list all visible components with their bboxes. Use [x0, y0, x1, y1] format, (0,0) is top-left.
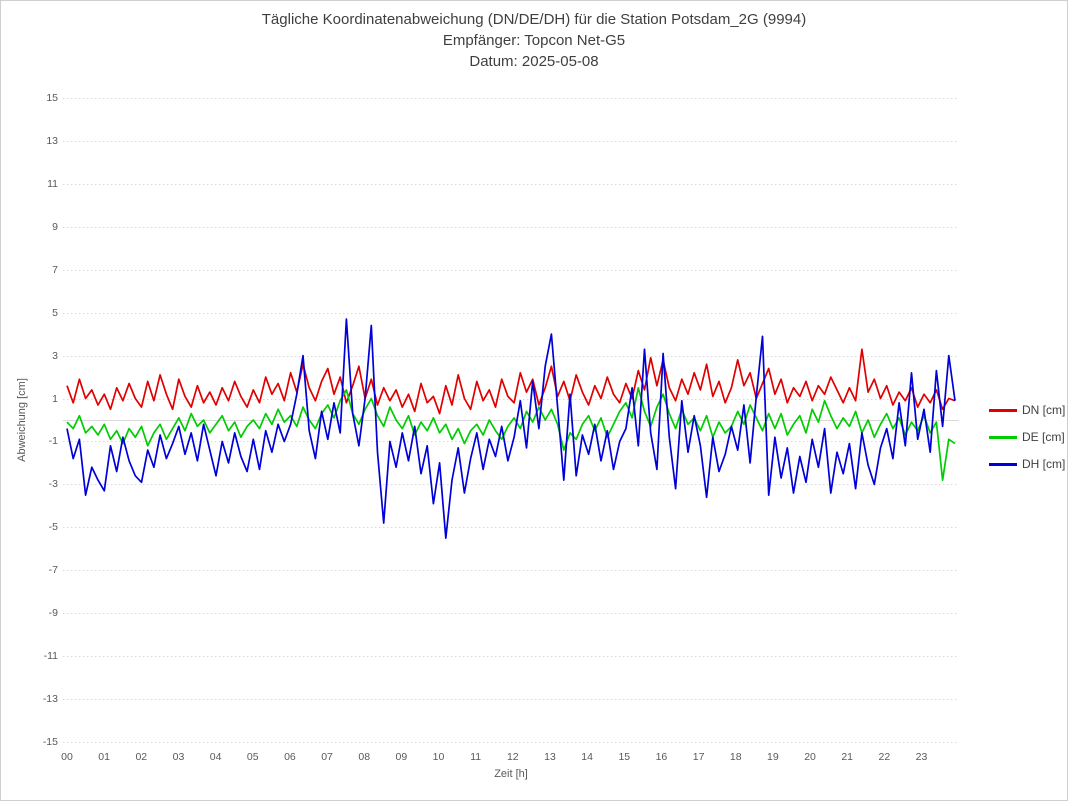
x-tick-label: 06	[284, 751, 296, 763]
y-tick-label: -11	[43, 650, 58, 663]
y-tick-label: -15	[42, 736, 58, 748]
chart-subtitle: Empfänger: Topcon Net-G5	[442, 32, 626, 49]
x-tick-label: 01	[98, 751, 110, 763]
x-tick-label: 16	[655, 751, 668, 763]
x-tick-label: 00	[61, 751, 73, 763]
y-tick-label: -5	[48, 521, 58, 534]
y-tick-label: -1	[48, 435, 58, 448]
x-tick-label: 12	[506, 751, 519, 763]
x-axis-title: Zeit [h]	[494, 768, 528, 780]
y-tick-label: 7	[52, 263, 58, 276]
y-tick-label: 11	[47, 177, 58, 190]
y-axis-title: Abweichung [cm]	[16, 378, 28, 462]
legend-swatch-dh	[989, 462, 1017, 466]
x-tick-label: 03	[172, 751, 185, 763]
y-tick-label: 15	[46, 92, 58, 104]
x-tick-label: 05	[246, 751, 259, 763]
x-tick-label: 19	[767, 751, 779, 763]
y-tick-label: 9	[52, 220, 58, 233]
x-tick-label: 23	[915, 751, 928, 763]
x-tick-label: 07	[321, 751, 333, 763]
x-tick-label: 17	[692, 751, 705, 763]
series-line-dh	[66, 318, 956, 539]
y-tick-label: -9	[48, 607, 58, 620]
x-tick-label: 11	[470, 751, 482, 763]
legend-swatch-de	[989, 435, 1017, 439]
y-tick-label: 5	[52, 306, 58, 319]
chart-title: Tägliche Koordinatenabweichung (DN/DE/DH…	[261, 11, 807, 28]
x-tick-label: 02	[135, 751, 148, 763]
legend-item-dn: DN [cm]	[989, 402, 1065, 418]
x-tick-label: 14	[581, 751, 593, 763]
legend-label-dh: DH [cm]	[1022, 457, 1066, 471]
x-tick-label: 09	[395, 751, 408, 763]
x-tick-label: 18	[729, 751, 742, 763]
x-tick-label: 22	[878, 751, 891, 763]
x-tick-label: 20	[804, 751, 816, 763]
x-tick-label: 10	[432, 751, 445, 763]
legend-label-dn: DN [cm]	[1022, 403, 1066, 417]
x-tick-label: 13	[544, 751, 556, 763]
y-tick-label: -13	[42, 693, 58, 706]
x-tick-label: 21	[841, 751, 854, 763]
x-tick-label: 15	[618, 751, 631, 763]
legend-item-dh: DH [cm]	[989, 456, 1065, 472]
series-line-de	[66, 386, 956, 481]
legend-label-de: DE [cm]	[1022, 430, 1065, 444]
legend-item-de: DE [cm]	[989, 429, 1065, 445]
x-tick-label: 04	[209, 751, 222, 763]
y-tick-label: 1	[52, 392, 58, 405]
legend: DN [cm] DE [cm] DH [cm]	[989, 402, 1065, 483]
chart-date: Datum: 2025-05-08	[469, 53, 599, 70]
series-line-dn	[66, 348, 956, 415]
x-tick-label: 08	[358, 751, 371, 763]
legend-swatch-dn	[989, 408, 1017, 412]
y-tick-label: -7	[48, 564, 58, 577]
y-tick-label: -3	[48, 478, 58, 491]
y-tick-label: 13	[46, 134, 58, 147]
chart-header: Tägliche Koordinatenabweichung (DN/DE/DH…	[1, 9, 1067, 72]
y-tick-label: 3	[52, 349, 58, 362]
